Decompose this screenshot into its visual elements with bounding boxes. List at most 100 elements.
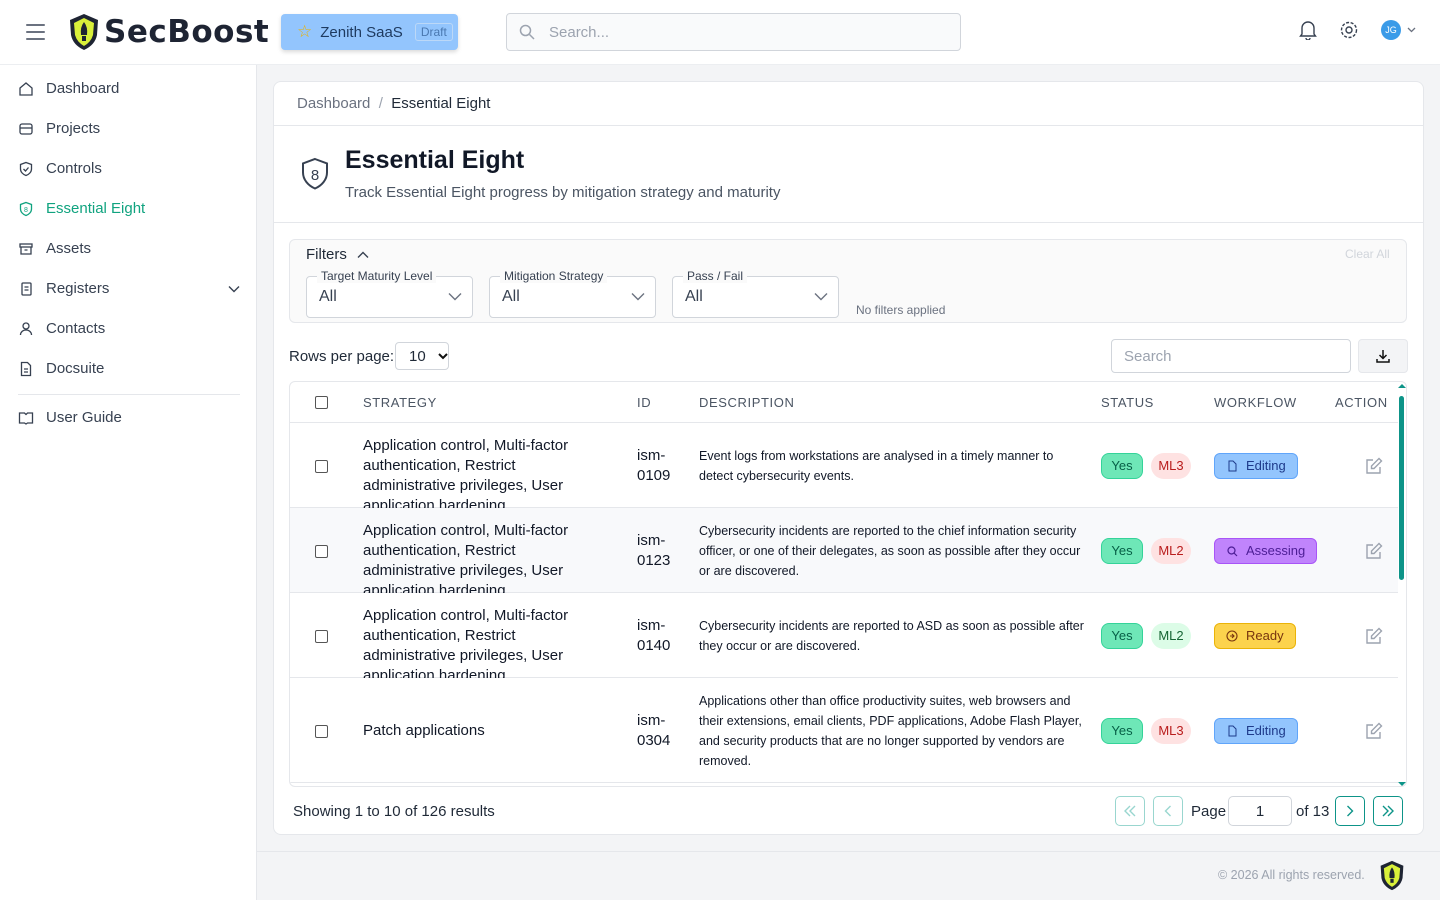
divider [274,222,1423,223]
last-page-button[interactable] [1373,796,1403,826]
search-icon [1227,545,1238,556]
breadcrumb-dashboard[interactable]: Dashboard [297,95,371,112]
no-filters-text: No filters applied [856,303,946,317]
pass-fail-select[interactable]: Pass / Fail All [672,269,839,318]
user-icon [19,321,33,335]
chevron-down-icon [437,352,448,359]
sidebar-item-docsuite[interactable]: Docsuite [18,360,240,377]
archive-icon [19,242,33,255]
page-subtitle: Track Essential Eight progress by mitiga… [345,184,781,201]
workflow-badge[interactable]: Assessing [1214,537,1318,564]
shield-eight-icon: 8 [19,201,33,216]
table-row[interactable]: Patch applications ism-0304 Applications… [290,678,1398,783]
table-row[interactable]: Application control, Multi-factor authen… [290,508,1398,599]
gear-icon[interactable] [1339,20,1359,40]
row-checkbox[interactable] [315,724,328,738]
sidebar-item-dashboard[interactable]: Dashboard [18,80,240,97]
edit-icon[interactable] [1365,542,1383,560]
rows-per-page-select[interactable]: 10 [395,342,449,370]
file-icon [20,361,32,376]
book-open-icon [18,411,34,425]
arrow-circle-right-icon [1226,629,1238,642]
download-button[interactable] [1358,339,1408,373]
edit-icon[interactable] [1365,722,1383,740]
scrollbar-thumb[interactable] [1399,396,1404,580]
column-header-description[interactable]: DESCRIPTION [699,395,795,410]
column-header-workflow[interactable]: WORKFLOW [1214,395,1297,410]
shield-eight-icon: 8 [302,157,328,190]
chevron-down-icon [228,285,240,292]
sidebar-item-label: Essential Eight [46,200,146,217]
download-icon [1376,350,1390,363]
filters-title: Filters [306,246,347,263]
strategy-cell: Application control, Multi-factor authen… [363,606,569,684]
row-checkbox[interactable] [315,629,328,643]
sidebar-item-label: Registers [46,280,110,297]
description-cell: Event logs from workstations are analyse… [699,448,1054,483]
previous-page-button[interactable] [1153,796,1183,826]
footer [257,851,1440,900]
svg-text:8: 8 [311,167,319,184]
copyright-text: © 2026 All rights reserved. [1218,868,1365,882]
folder-icon [19,122,33,135]
page-number-input[interactable]: 1 [1228,796,1292,826]
search-placeholder: Search... [549,23,610,41]
sidebar-divider [18,394,240,395]
column-header-id[interactable]: ID [637,395,652,410]
filters-panel [289,239,1407,323]
clear-all-button[interactable]: Clear All [1345,247,1390,261]
filters-toggle[interactable]: Filters [306,246,369,263]
workflow-badge[interactable]: Ready [1214,622,1296,649]
sidebar-item-projects[interactable]: Projects [18,120,240,137]
breadcrumb: Dashboard / Essential Eight [297,95,490,112]
select-all-checkbox[interactable] [315,396,328,409]
column-header-strategy[interactable]: STRATEGY [363,395,437,410]
row-checkbox[interactable] [315,544,328,558]
maturity-badge: ML3 [1151,452,1191,479]
sidebar-item-registers[interactable]: Registers [18,280,240,297]
column-header-action[interactable]: ACTION [1335,395,1388,410]
workflow-badge[interactable]: Editing [1214,452,1298,479]
sidebar-item-contacts[interactable]: Contacts [18,320,240,337]
strategy-cell: Patch applications [363,721,485,739]
status-badge: Yes [1101,452,1143,479]
shield-check-icon [19,161,33,176]
project-switcher[interactable]: ☆ Zenith SaaS Draft [281,14,458,50]
chevron-right-icon [1347,805,1354,817]
chevron-down-icon [814,293,828,301]
sidebar-item-user-guide[interactable]: User Guide [18,409,240,426]
edit-icon[interactable] [1365,457,1383,475]
sidebar-item-assets[interactable]: Assets [18,240,240,257]
chevron-left-icon [1164,805,1171,817]
row-checkbox[interactable] [315,459,328,473]
table-scrollbar[interactable] [1397,384,1407,786]
sidebar-item-controls[interactable]: Controls [18,160,240,177]
brand-logo[interactable]: SecBoost [68,13,269,51]
shield-rocket-logo-icon [70,14,98,50]
svg-text:8: 8 [24,207,28,214]
global-search-input[interactable]: Search... [506,13,961,51]
next-page-button[interactable] [1335,796,1365,826]
draft-badge: Draft [414,23,453,41]
user-menu[interactable]: JG [1381,20,1416,40]
edit-icon[interactable] [1365,627,1383,645]
sidebar-item-label: Controls [46,160,102,177]
table-search-input[interactable]: Search [1111,339,1351,373]
star-icon: ☆ [297,22,313,41]
first-page-button[interactable] [1115,796,1145,826]
table-row[interactable]: Application control, Multi-factor authen… [290,423,1398,514]
mitigation-strategy-select[interactable]: Mitigation Strategy All [489,269,656,318]
sidebar-item-essential-eight[interactable]: 8 Essential Eight [18,200,240,217]
workflow-badge[interactable]: Editing [1214,717,1298,744]
id-cell: ism-0109 [637,446,671,484]
target-maturity-select[interactable]: Target Maturity Level All [306,269,473,318]
field-value: All [502,288,520,305]
divider [274,125,1423,126]
table-row[interactable]: Application control, Multi-factor authen… [290,593,1398,684]
id-cell: ism-0304 [637,711,671,749]
sidebar-item-label: Projects [46,120,101,137]
column-header-status[interactable]: STATUS [1101,395,1154,410]
page-title: Essential Eight [345,146,525,174]
bell-icon[interactable] [1299,20,1317,40]
menu-icon[interactable] [26,24,45,40]
